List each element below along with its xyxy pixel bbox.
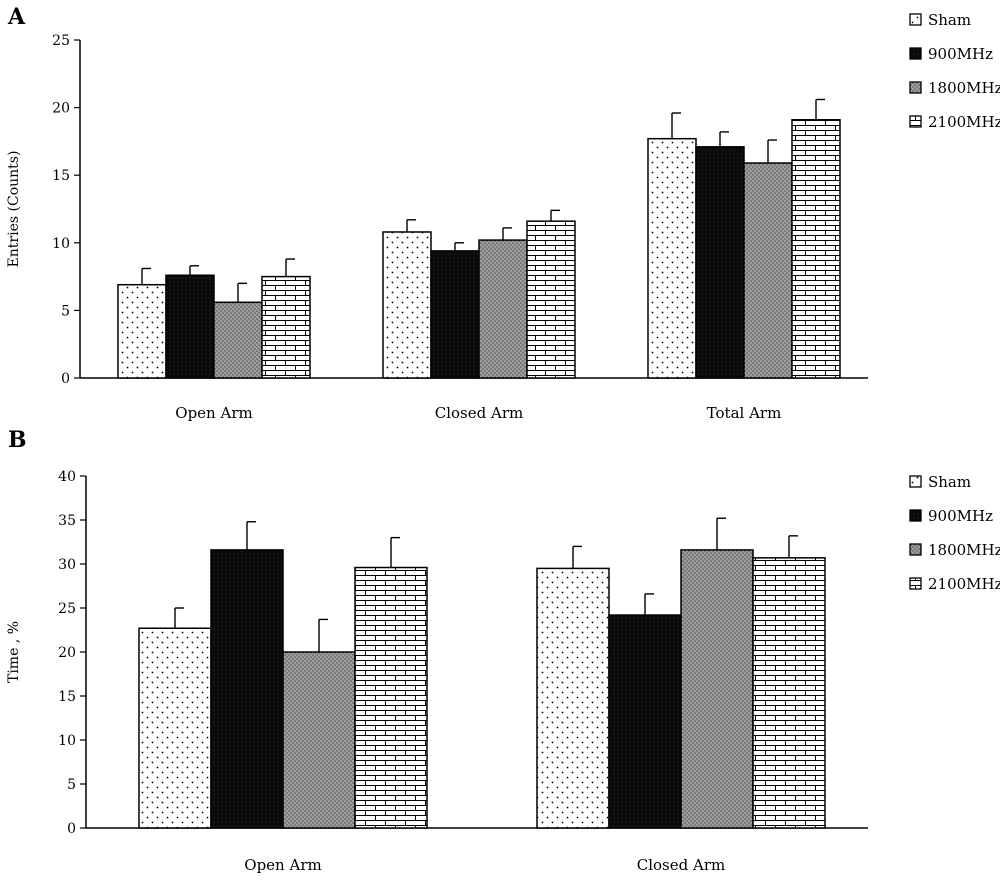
legend-swatch-sham xyxy=(909,13,922,26)
bar-open-arm-1800mhz xyxy=(213,301,263,379)
bar-open-arm-sham xyxy=(138,627,212,829)
bar-open-arm-900mhz xyxy=(210,549,284,829)
panel-a: A 0 5 10 15 20 25 Entries (Counts) Open Arm Close… xyxy=(6,4,1000,422)
bar-closed-arm-900mhz xyxy=(608,614,682,829)
legend-swatch-900mhz xyxy=(909,47,922,60)
y-tick-label: 15 xyxy=(58,689,76,705)
panel-letter: B xyxy=(8,427,27,453)
y-tick-label: 40 xyxy=(58,469,76,485)
legend: Sham 900MHz 1800MHz 2100MHz xyxy=(909,473,1000,593)
y-tick-label: 25 xyxy=(52,33,70,49)
legend: Sham 900MHz 1800MHz 2100MHz xyxy=(909,11,1000,131)
category-label-open-arm: Open Arm xyxy=(244,856,321,874)
bar-closed-arm-sham xyxy=(536,567,610,829)
y-tick-label: 20 xyxy=(58,645,76,661)
bar-closed-arm-1800mhz xyxy=(478,239,528,379)
legend-label-900mhz: 900MHz xyxy=(928,45,993,63)
y-tick-label: 30 xyxy=(58,557,76,573)
legend-label-2100mhz: 2100MHz xyxy=(928,113,1000,131)
legend-label-900mhz: 900MHz xyxy=(928,507,993,525)
legend-label-sham: Sham xyxy=(928,473,971,491)
bar-total-arm-1800mhz xyxy=(743,162,793,379)
bar-closed-arm-900mhz xyxy=(430,250,480,379)
panel-b: B 0 5 10 15 20 25 30 35 40 Time , % Open Arm Closed … xyxy=(6,427,1000,874)
legend-label-1800mhz: 1800MHz xyxy=(928,541,1000,559)
category-label-total-arm: Total Arm xyxy=(707,404,782,422)
legend-label-1800mhz: 1800MHz xyxy=(928,79,1000,97)
y-tick-label: 20 xyxy=(52,101,70,117)
bar-closed-arm-sham xyxy=(382,231,432,379)
bar-total-arm-900mhz xyxy=(695,146,745,379)
bar-open-arm-900mhz xyxy=(165,274,215,379)
bar-total-arm-2100mhz xyxy=(791,119,841,379)
legend-swatch-2100mhz xyxy=(909,115,922,128)
y-tick-label: 0 xyxy=(61,371,70,387)
legend-swatch-1800mhz xyxy=(909,543,922,556)
legend-label-sham: Sham xyxy=(928,11,971,29)
panel-letter: A xyxy=(7,4,26,30)
y-tick-label: 25 xyxy=(58,601,76,617)
bar-open-arm-2100mhz xyxy=(354,566,428,829)
legend-swatch-sham xyxy=(909,475,922,488)
legend-swatch-900mhz xyxy=(909,509,922,522)
legend-swatch-1800mhz xyxy=(909,81,922,94)
legend-label-2100mhz: 2100MHz xyxy=(928,575,1000,593)
y-tick-label: 35 xyxy=(58,513,76,529)
bar-open-arm-sham xyxy=(117,283,167,379)
y-tick-label: 10 xyxy=(58,733,76,749)
y-tick-label: 5 xyxy=(61,303,70,319)
y-tick-label: 5 xyxy=(67,777,76,793)
category-label-closed-arm: Closed Arm xyxy=(435,404,523,422)
bar-open-arm-2100mhz xyxy=(261,275,311,379)
category-label-open-arm: Open Arm xyxy=(175,404,252,422)
bar-closed-arm-1800mhz xyxy=(680,549,754,829)
y-tick-label: 15 xyxy=(52,168,70,184)
category-label-closed-arm: Closed Arm xyxy=(637,856,725,874)
bar-closed-arm-2100mhz xyxy=(752,557,826,829)
bar-total-arm-sham xyxy=(647,137,697,379)
y-tick-label: 0 xyxy=(67,821,76,837)
legend-swatch-2100mhz xyxy=(909,577,922,590)
bar-closed-arm-2100mhz xyxy=(526,220,576,379)
bar-open-arm-1800mhz xyxy=(282,651,356,829)
y-axis-label: Entries (Counts) xyxy=(6,151,22,268)
y-tick-label: 10 xyxy=(52,236,70,252)
y-axis-label: Time , % xyxy=(6,621,22,683)
